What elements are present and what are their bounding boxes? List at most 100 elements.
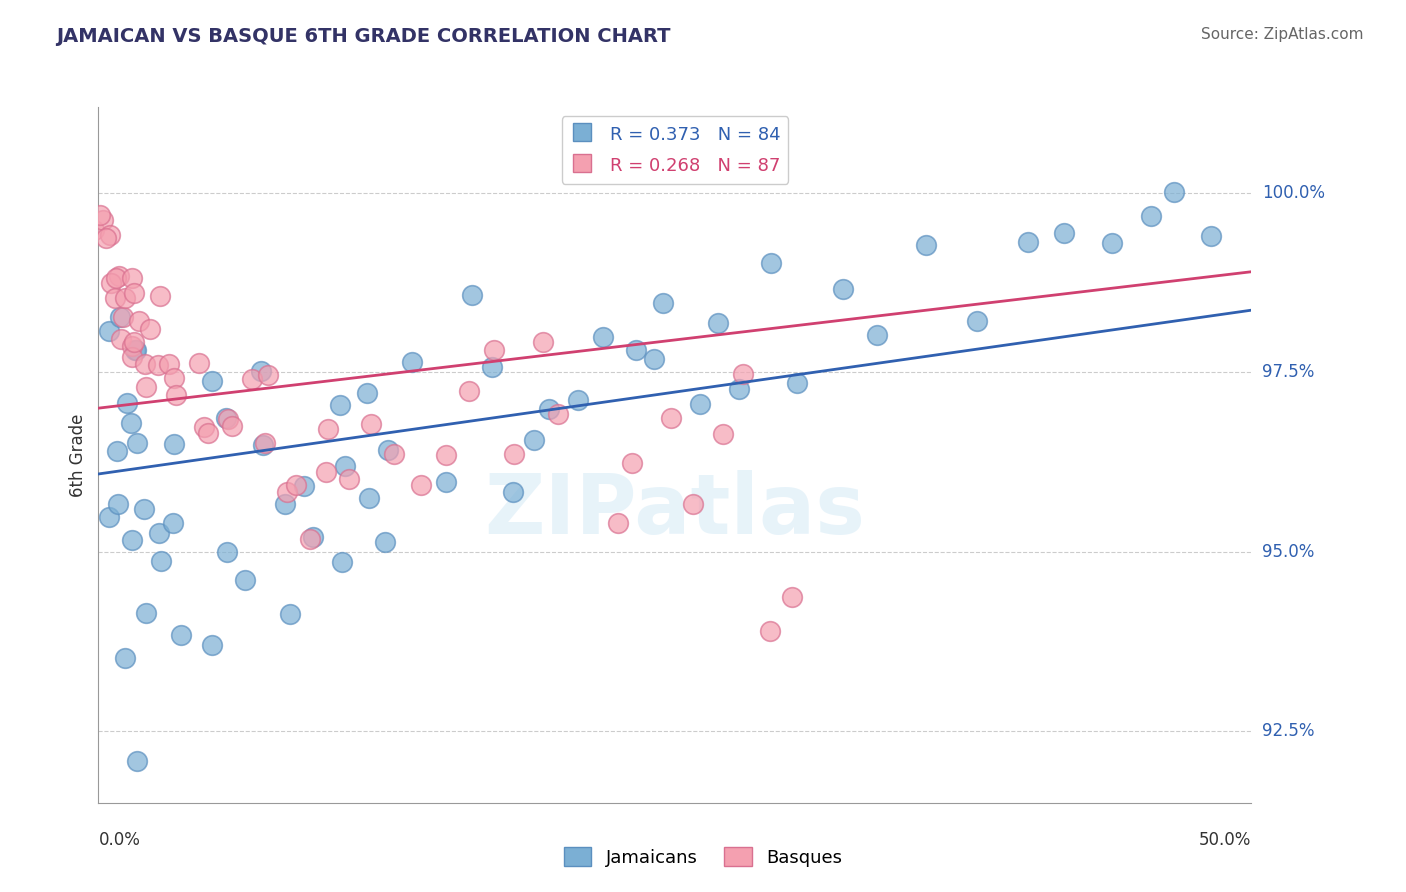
Text: 50.0%: 50.0%: [1199, 830, 1251, 848]
Point: [292, 478, 315, 492]
Point: [104, 291, 127, 305]
Point: [285, 477, 308, 491]
Point: [215, 411, 238, 425]
Point: [215, 545, 238, 559]
Point: [278, 607, 301, 621]
Point: [865, 328, 887, 343]
Point: [104, 270, 127, 285]
Legend: Jamaicans, Basques: Jamaicans, Basques: [557, 840, 849, 874]
Point: [122, 334, 145, 349]
Point: [114, 292, 136, 306]
Point: [98, 228, 121, 243]
Point: [682, 497, 704, 511]
Point: [1017, 235, 1039, 249]
Point: [759, 624, 782, 638]
Text: 100.0%: 100.0%: [1263, 184, 1326, 202]
Point: [100, 276, 122, 290]
Point: [139, 322, 162, 336]
Point: [108, 269, 131, 284]
Point: [117, 396, 139, 410]
Point: [157, 357, 180, 371]
Point: [620, 456, 643, 470]
Point: [149, 554, 172, 568]
Point: [786, 376, 808, 391]
Point: [711, 427, 734, 442]
Point: [134, 357, 156, 371]
Point: [98, 510, 121, 524]
Point: [831, 282, 853, 296]
Point: [163, 437, 186, 451]
Point: [240, 372, 263, 386]
Point: [434, 475, 457, 490]
Point: [107, 497, 129, 511]
Point: [276, 485, 298, 500]
Point: [1140, 209, 1163, 223]
Text: 95.0%: 95.0%: [1263, 542, 1315, 561]
Point: [197, 426, 219, 441]
Point: [125, 755, 148, 769]
Point: [249, 364, 271, 378]
Point: [481, 359, 503, 374]
Point: [170, 628, 193, 642]
Point: [377, 443, 399, 458]
Point: [135, 379, 157, 393]
Point: [121, 271, 143, 285]
Point: [731, 367, 754, 381]
Point: [135, 607, 157, 621]
Point: [915, 237, 938, 252]
Point: [359, 491, 381, 505]
Point: [1052, 227, 1074, 241]
Point: [707, 316, 730, 330]
Point: [124, 343, 146, 358]
Point: [523, 434, 546, 448]
Point: [659, 410, 682, 425]
Point: [89, 208, 111, 222]
Text: ZIPatlas: ZIPatlas: [485, 470, 865, 551]
Point: [689, 397, 711, 411]
Point: [128, 314, 150, 328]
Point: [217, 412, 239, 426]
Text: 97.5%: 97.5%: [1263, 363, 1315, 382]
Point: [111, 310, 134, 324]
Point: [201, 374, 224, 388]
Point: [125, 343, 148, 357]
Point: [761, 256, 783, 270]
Point: [333, 458, 356, 473]
Point: [531, 334, 554, 349]
Point: [162, 370, 184, 384]
Point: [162, 516, 184, 531]
Point: [110, 332, 132, 346]
Point: [252, 437, 274, 451]
Point: [409, 477, 432, 491]
Point: [114, 651, 136, 665]
Point: [966, 314, 988, 328]
Point: [254, 436, 277, 450]
Text: Source: ZipAtlas.com: Source: ZipAtlas.com: [1201, 27, 1364, 42]
Point: [121, 339, 143, 353]
Point: [315, 466, 337, 480]
Point: [165, 387, 187, 401]
Point: [188, 356, 211, 370]
Point: [330, 555, 353, 569]
Point: [434, 448, 457, 462]
Y-axis label: 6th Grade: 6th Grade: [69, 413, 87, 497]
Point: [93, 212, 115, 227]
Point: [316, 421, 339, 435]
Point: [134, 501, 156, 516]
Point: [329, 398, 352, 412]
Point: [538, 402, 561, 417]
Point: [728, 382, 751, 396]
Point: [547, 407, 569, 421]
Point: [356, 385, 378, 400]
Point: [193, 420, 215, 434]
Point: [592, 330, 614, 344]
Point: [502, 484, 524, 499]
Point: [233, 574, 256, 588]
Point: [121, 533, 143, 547]
Point: [484, 343, 506, 358]
Point: [298, 532, 321, 546]
Point: [651, 296, 673, 310]
Point: [457, 384, 479, 398]
Point: [108, 310, 131, 324]
Point: [1163, 185, 1185, 199]
